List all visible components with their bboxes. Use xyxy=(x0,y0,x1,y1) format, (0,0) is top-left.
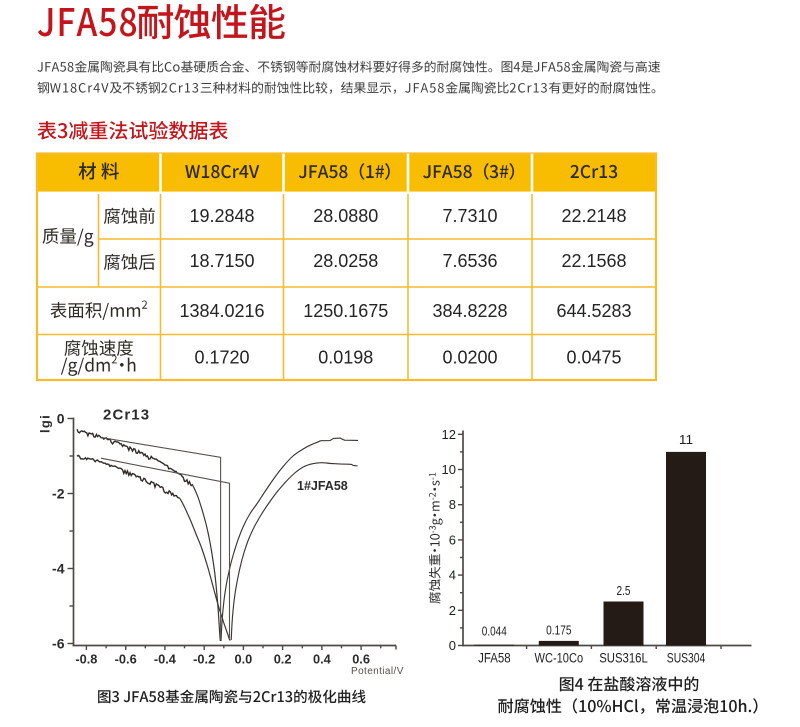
svg-text:28.0258: 28.0258 xyxy=(313,251,378,271)
svg-text:7.6536: 7.6536 xyxy=(442,251,497,271)
svg-text:0.6: 0.6 xyxy=(352,652,370,667)
svg-text:1250.1675: 1250.1675 xyxy=(303,301,388,321)
svg-text:SUS304: SUS304 xyxy=(667,651,706,666)
svg-text:10: 10 xyxy=(442,462,456,477)
svg-text:-0.2: -0.2 xyxy=(193,652,215,667)
svg-text:2.5: 2.5 xyxy=(617,583,631,598)
svg-text:22.1568: 22.1568 xyxy=(561,251,626,271)
svg-text:384.8228: 384.8228 xyxy=(432,301,507,321)
svg-text:0.175: 0.175 xyxy=(546,622,571,637)
svg-text:7.7310: 7.7310 xyxy=(442,206,497,226)
svg-text:0: 0 xyxy=(57,410,65,426)
svg-text:19.2848: 19.2848 xyxy=(189,206,254,226)
svg-text:0.044: 0.044 xyxy=(482,624,507,639)
svg-text:0: 0 xyxy=(449,638,456,653)
svg-text:-0.8: -0.8 xyxy=(75,652,97,667)
svg-text:644.5283: 644.5283 xyxy=(556,301,631,321)
svg-text:0.4: 0.4 xyxy=(313,652,332,667)
svg-text:0.0200: 0.0200 xyxy=(442,348,497,368)
svg-text:-0.6: -0.6 xyxy=(115,652,137,667)
svg-text:2Cr13: 2Cr13 xyxy=(103,407,150,424)
svg-text:-2: -2 xyxy=(52,485,65,501)
svg-text:1#JFA58: 1#JFA58 xyxy=(297,479,348,493)
svg-text:SUS316L: SUS316L xyxy=(599,651,648,666)
svg-text:Potential/V: Potential/V xyxy=(351,666,404,677)
svg-text:28.0880: 28.0880 xyxy=(313,206,378,226)
svg-text:0.0198: 0.0198 xyxy=(318,348,373,368)
svg-text:12: 12 xyxy=(442,427,456,442)
svg-text:6: 6 xyxy=(449,532,456,547)
svg-text:-0.4: -0.4 xyxy=(154,652,177,667)
svg-text:22.2148: 22.2148 xyxy=(561,206,626,226)
svg-text:8: 8 xyxy=(449,497,456,512)
svg-text:18.7150: 18.7150 xyxy=(189,251,254,271)
svg-text:JFA58: JFA58 xyxy=(478,651,511,666)
svg-text:lgi: lgi xyxy=(38,414,53,433)
svg-text:0.2: 0.2 xyxy=(274,652,292,667)
svg-text:WC-10Co: WC-10Co xyxy=(535,651,584,666)
svg-text:-4: -4 xyxy=(52,560,65,576)
svg-text:0.1720: 0.1720 xyxy=(194,348,249,368)
svg-text:4: 4 xyxy=(449,568,456,583)
svg-text:0.0475: 0.0475 xyxy=(566,348,621,368)
svg-text:0.0: 0.0 xyxy=(235,652,253,667)
svg-text:11: 11 xyxy=(679,432,693,447)
svg-text:-6: -6 xyxy=(52,635,65,651)
svg-text:1384.0216: 1384.0216 xyxy=(179,301,264,321)
svg-text:2: 2 xyxy=(449,603,456,618)
